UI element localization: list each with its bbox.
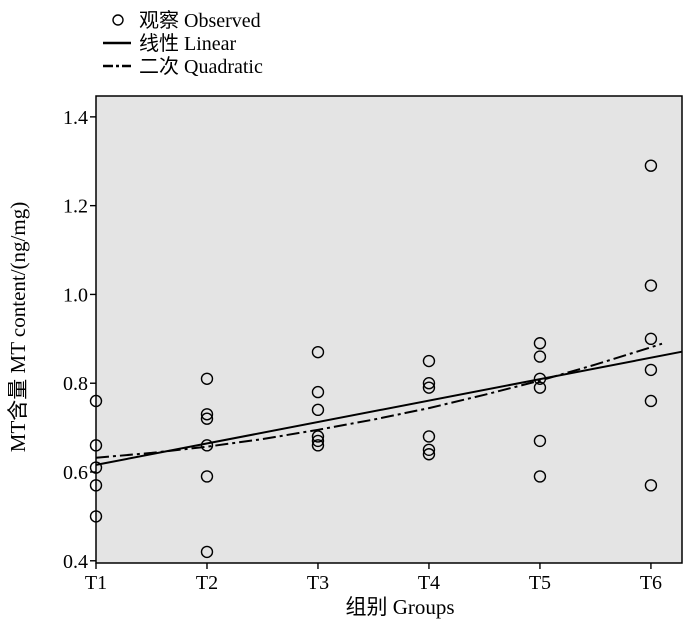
data-point bbox=[533, 337, 547, 350]
legend-item-quadratic: 二次 Quadratic bbox=[103, 55, 263, 78]
y-tick-label: 1.0 bbox=[63, 284, 88, 306]
y-tick-label: 1.4 bbox=[63, 107, 88, 129]
data-point bbox=[644, 332, 658, 346]
legend-observed-label: 观察 Observed bbox=[139, 9, 261, 32]
y-tick-label: 0.6 bbox=[63, 462, 88, 484]
y-tick-label: 0.8 bbox=[63, 373, 88, 395]
data-point bbox=[644, 279, 658, 292]
data-point bbox=[89, 479, 103, 492]
legend-quadratic-label: 二次 Quadratic bbox=[139, 55, 263, 78]
data-point bbox=[533, 372, 547, 385]
chart-marks: 0.4 0.6 0.8 1.0 1.2 1.4 T1 T2 T3 T4 T5 T6 bbox=[63, 107, 683, 594]
plot-area bbox=[95, 95, 683, 564]
x-tick-label: T3 bbox=[307, 572, 329, 594]
legend-item-linear: 线性 Linear bbox=[103, 32, 237, 55]
data-point bbox=[200, 545, 214, 559]
data-point bbox=[200, 470, 214, 483]
data-point bbox=[311, 434, 325, 448]
data-point bbox=[644, 394, 658, 408]
data-point bbox=[89, 394, 103, 408]
data-point bbox=[422, 443, 436, 457]
data-point bbox=[200, 408, 214, 421]
data-point bbox=[311, 430, 325, 443]
data-point bbox=[644, 159, 658, 172]
x-tick-label: T4 bbox=[418, 572, 440, 594]
data-point bbox=[200, 372, 214, 385]
data-point bbox=[311, 385, 325, 399]
linear-fit-line bbox=[95, 350, 683, 466]
data-point bbox=[533, 470, 547, 483]
data-point bbox=[89, 461, 103, 474]
y-tick-label: 1.2 bbox=[63, 196, 88, 218]
legend-observed-marker bbox=[112, 14, 124, 26]
x-axis-label: 组别 Groups bbox=[345, 595, 454, 619]
quadratic-fit-line bbox=[95, 342, 663, 459]
data-point bbox=[89, 439, 103, 452]
data-point bbox=[422, 377, 436, 390]
x-tick-label: T5 bbox=[529, 572, 551, 594]
x-tick-label: T2 bbox=[196, 572, 218, 594]
data-point bbox=[533, 350, 547, 363]
legend-item-observed: 观察 Observed bbox=[112, 9, 261, 32]
data-point bbox=[644, 363, 658, 377]
data-point bbox=[533, 381, 547, 394]
x-tick-label: T1 bbox=[85, 572, 107, 594]
x-tick-label: T6 bbox=[640, 572, 662, 594]
data-point bbox=[422, 354, 436, 368]
data-point bbox=[89, 510, 103, 523]
legend: 观察 Observed 线性 Linear 二次 Quadratic bbox=[103, 9, 263, 78]
data-point bbox=[422, 381, 436, 394]
legend-linear-label: 线性 Linear bbox=[139, 32, 237, 55]
data-point bbox=[644, 479, 658, 492]
data-point bbox=[311, 439, 325, 452]
data-point bbox=[200, 412, 214, 425]
data-point bbox=[422, 430, 436, 443]
data-point bbox=[200, 439, 214, 452]
data-point bbox=[311, 345, 325, 359]
y-axis-label: MT含量 MT content/(ng/mg) bbox=[6, 202, 30, 452]
data-point bbox=[311, 403, 325, 417]
y-tick-label: 0.4 bbox=[63, 551, 88, 573]
data-point bbox=[422, 448, 436, 461]
data-point bbox=[533, 434, 547, 448]
